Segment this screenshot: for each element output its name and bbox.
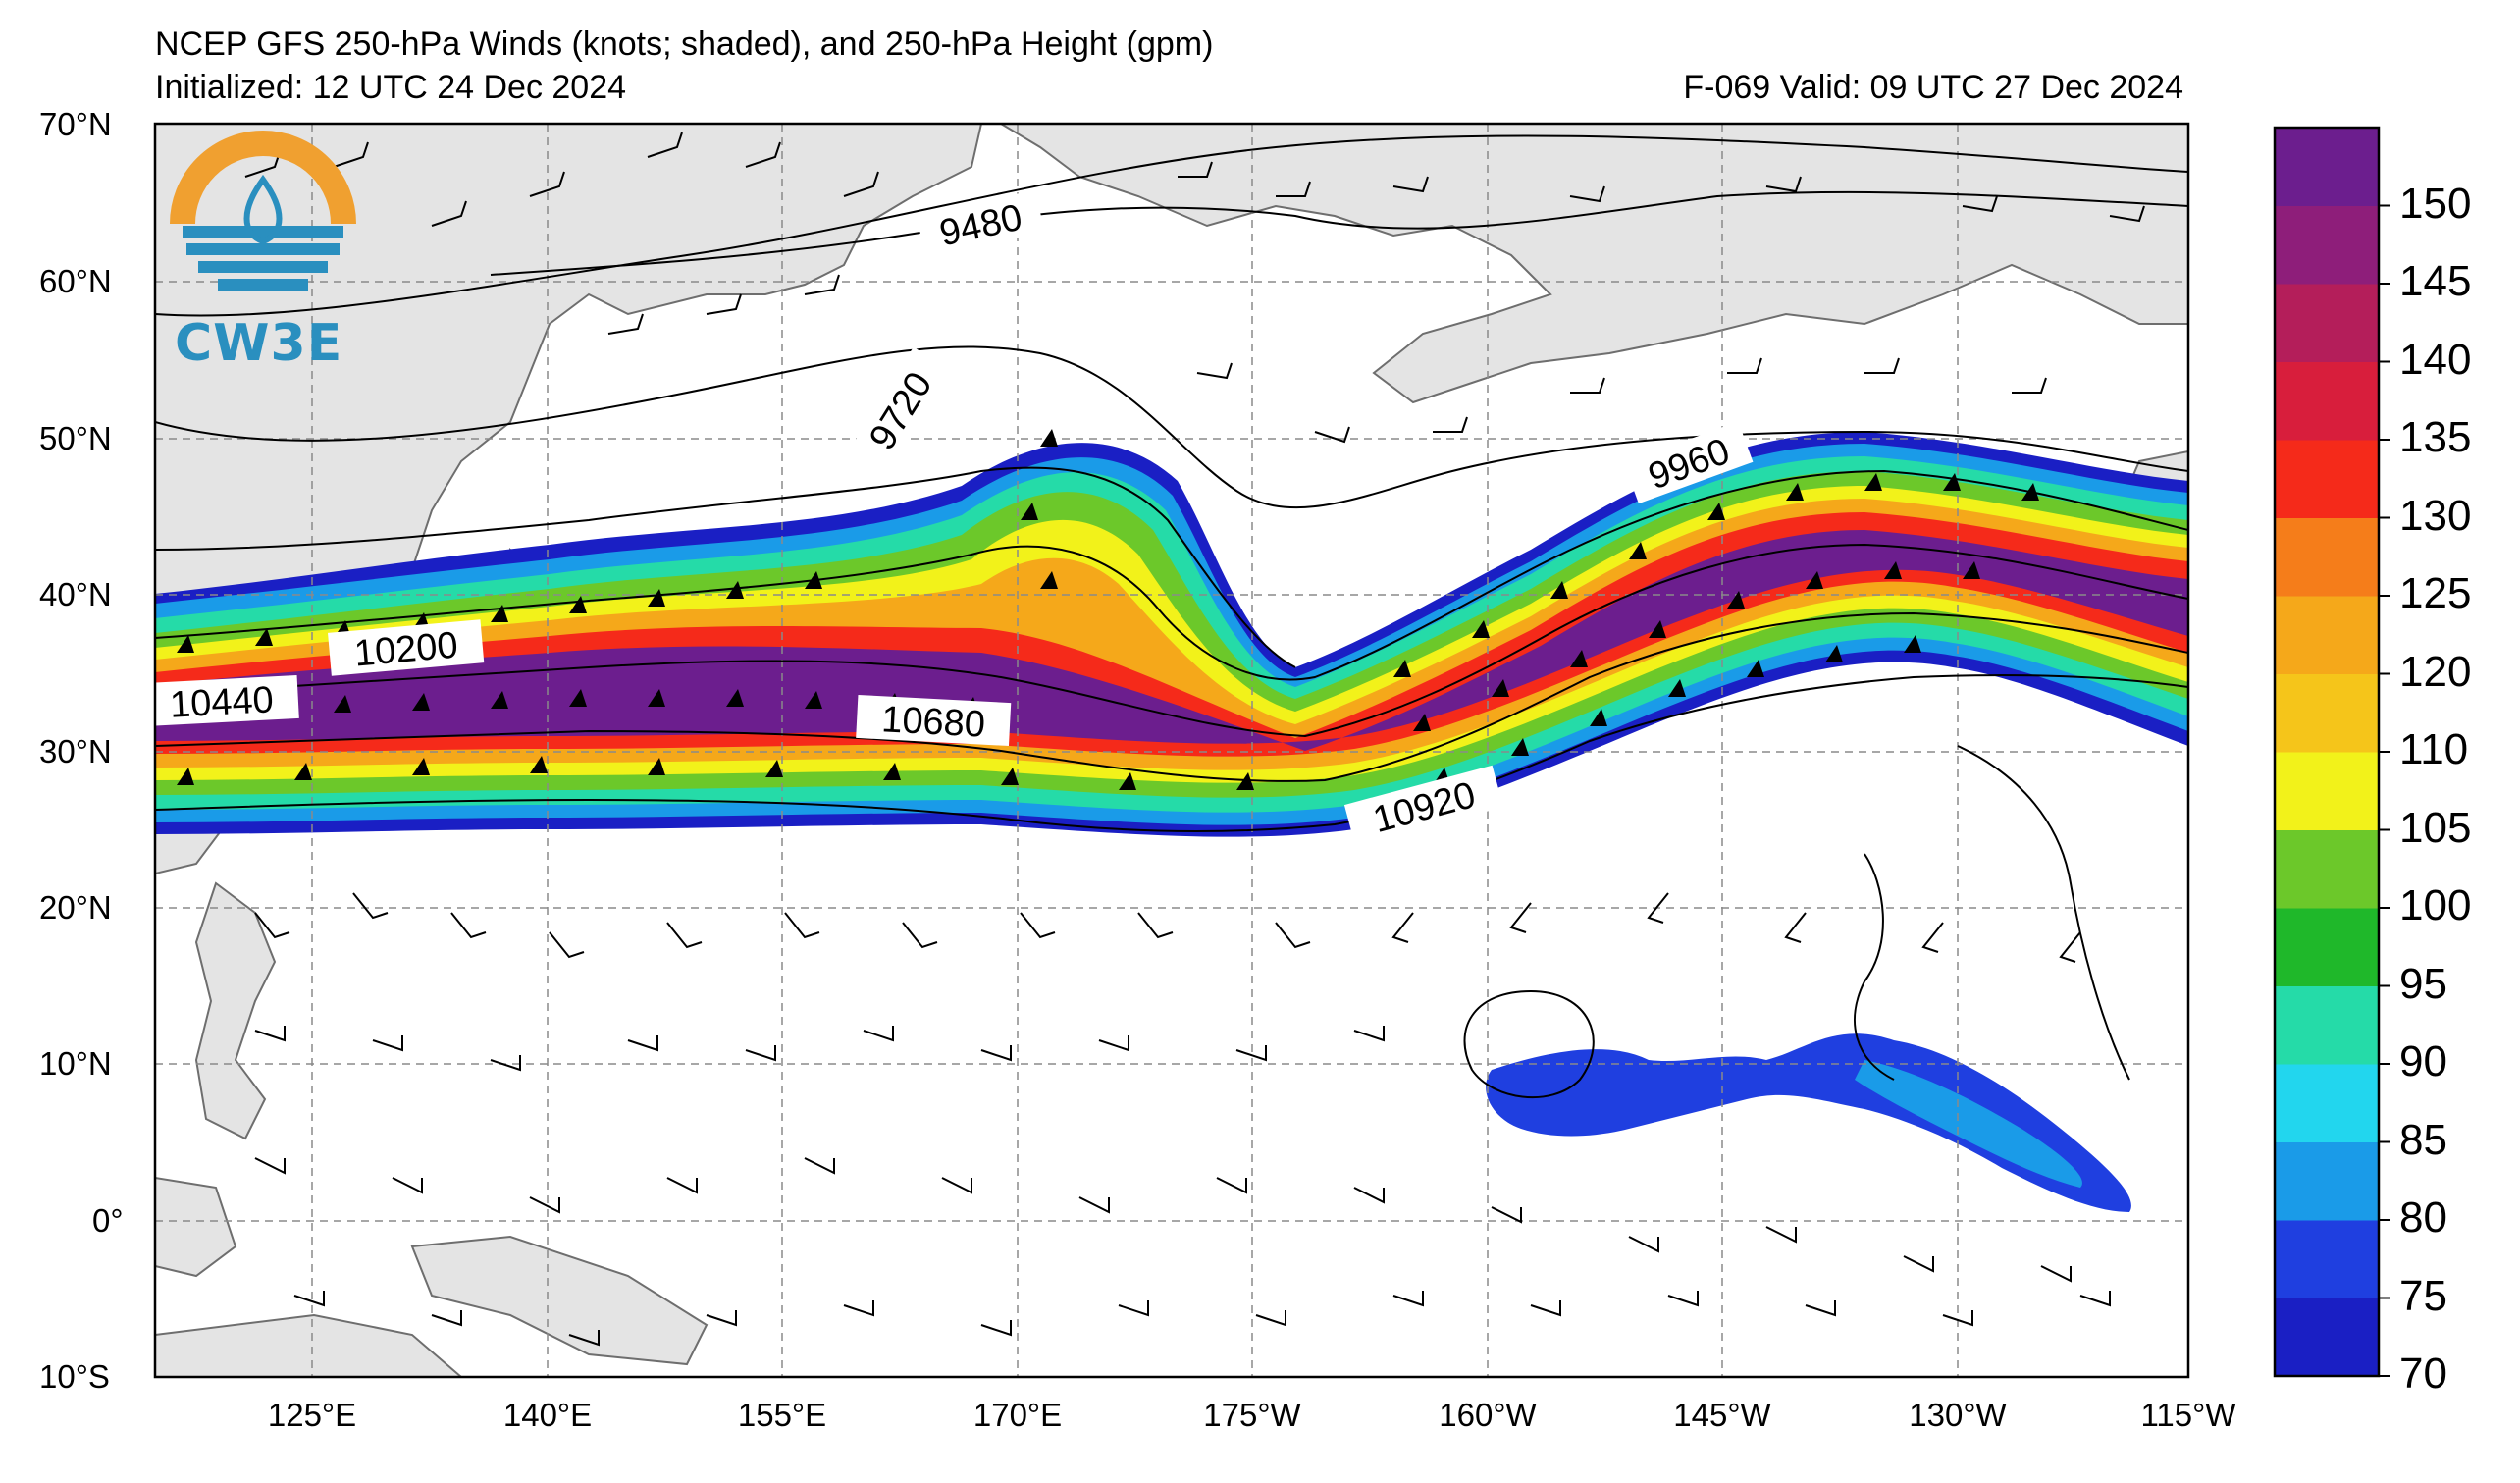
colorbar-segment-85 xyxy=(2275,1064,2379,1142)
height-contours xyxy=(155,134,2188,1099)
lon-label-160w: 160°W xyxy=(1439,1397,1537,1433)
colorbar-segment-130 xyxy=(2275,440,2379,518)
lon-label-140e: 140°E xyxy=(502,1397,593,1433)
lat-label-equator: 0° xyxy=(92,1202,124,1239)
colorbar-tick-90: 90 xyxy=(2399,1037,2447,1086)
lat-label-40n: 40°N xyxy=(39,576,112,612)
lat-label-10n: 10°N xyxy=(39,1045,112,1082)
colorbar-segment-105 xyxy=(2275,752,2379,830)
lon-label-115w: 115°W xyxy=(2140,1397,2236,1433)
cw3e-logo-text: CW3E xyxy=(175,314,343,373)
lon-label-170e: 170°E xyxy=(972,1397,1063,1433)
contour-label-10680: 10680 xyxy=(880,699,986,745)
colorbar-segment-150 xyxy=(2275,128,2379,206)
colorbar-tick-140: 140 xyxy=(2399,335,2472,384)
colorbar-tick-145: 145 xyxy=(2399,257,2472,305)
colorbar-segment-80 xyxy=(2275,1141,2379,1221)
colorbar-tick-135: 135 xyxy=(2399,413,2472,461)
colorbar-tick-80: 80 xyxy=(2399,1193,2447,1242)
colorbar-segment-90 xyxy=(2275,985,2379,1065)
colorbar-segment-70 xyxy=(2275,1298,2379,1377)
colorbar-tick-130: 130 xyxy=(2399,491,2472,540)
jet-stream-shading xyxy=(155,432,2188,1212)
lat-label-30n: 30°N xyxy=(39,733,112,769)
colorbar xyxy=(2275,128,2390,1377)
lat-label-60n: 60°N xyxy=(39,263,112,299)
graticule xyxy=(155,124,2188,1377)
lon-label-125e: 125°E xyxy=(267,1397,357,1433)
colorbar-segment-125 xyxy=(2275,517,2379,597)
land-philippines xyxy=(194,881,277,1140)
lon-label-155e: 155°E xyxy=(737,1397,827,1433)
colorbar-segment-140 xyxy=(2275,284,2379,362)
colorbar-tick-125: 125 xyxy=(2399,569,2472,617)
contour-label-10440: 10440 xyxy=(169,679,275,725)
colorbar-tick-120: 120 xyxy=(2399,647,2472,696)
lat-label-20n: 20°N xyxy=(39,889,112,926)
colorbar-tick-110: 110 xyxy=(2399,725,2469,773)
valid-time: F-069 Valid: 09 UTC 27 Dec 2024 xyxy=(1683,69,2183,106)
colorbar-segment-110 xyxy=(2275,673,2379,753)
lat-label-50n: 50°N xyxy=(39,420,112,456)
land-new-guinea xyxy=(410,1235,709,1366)
lat-label-70n: 70°N xyxy=(39,106,112,142)
colorbar-segment-75 xyxy=(2275,1220,2379,1298)
colorbar-tick-100: 100 xyxy=(2399,881,2472,929)
colorbar-segment-120 xyxy=(2275,596,2379,674)
lon-label-175w: 175°W xyxy=(1203,1397,1301,1433)
contour-label-10200: 10200 xyxy=(352,624,459,674)
colorbar-tick-70: 70 xyxy=(2399,1350,2447,1398)
colorbar-tick-105: 105 xyxy=(2399,803,2472,852)
colorbar-segment-100 xyxy=(2275,829,2379,909)
land-australia xyxy=(155,1313,463,1377)
map-frame xyxy=(153,122,2190,1379)
cw3e-logo-icon xyxy=(170,131,356,291)
colorbar-segment-95 xyxy=(2275,908,2379,986)
colorbar-segment-145 xyxy=(2275,205,2379,285)
map-title: NCEP GFS 250-hPa Winds (knots; shaded), … xyxy=(155,26,1214,63)
lon-label-130w: 130°W xyxy=(1909,1397,2007,1433)
colorbar-frame xyxy=(2273,126,2381,1378)
colorbar-tick-150: 150 xyxy=(2399,179,2472,228)
initialized-time: Initialized: 12 UTC 24 Dec 2024 xyxy=(155,69,627,106)
land-borneo xyxy=(155,1176,237,1278)
colorbar-segment-135 xyxy=(2275,361,2379,441)
colorbar-tick-85: 85 xyxy=(2399,1115,2447,1164)
contour-labels: 9480 9720 9960 10200 10440 10680 10920 xyxy=(143,189,1754,847)
colorbar-tick-75: 75 xyxy=(2399,1271,2447,1320)
colorbar-tick-95: 95 xyxy=(2399,959,2447,1008)
lon-label-145w: 145°W xyxy=(1673,1397,1771,1433)
lat-label-10s: 10°S xyxy=(39,1358,110,1395)
wind-barbs xyxy=(244,132,2145,1347)
